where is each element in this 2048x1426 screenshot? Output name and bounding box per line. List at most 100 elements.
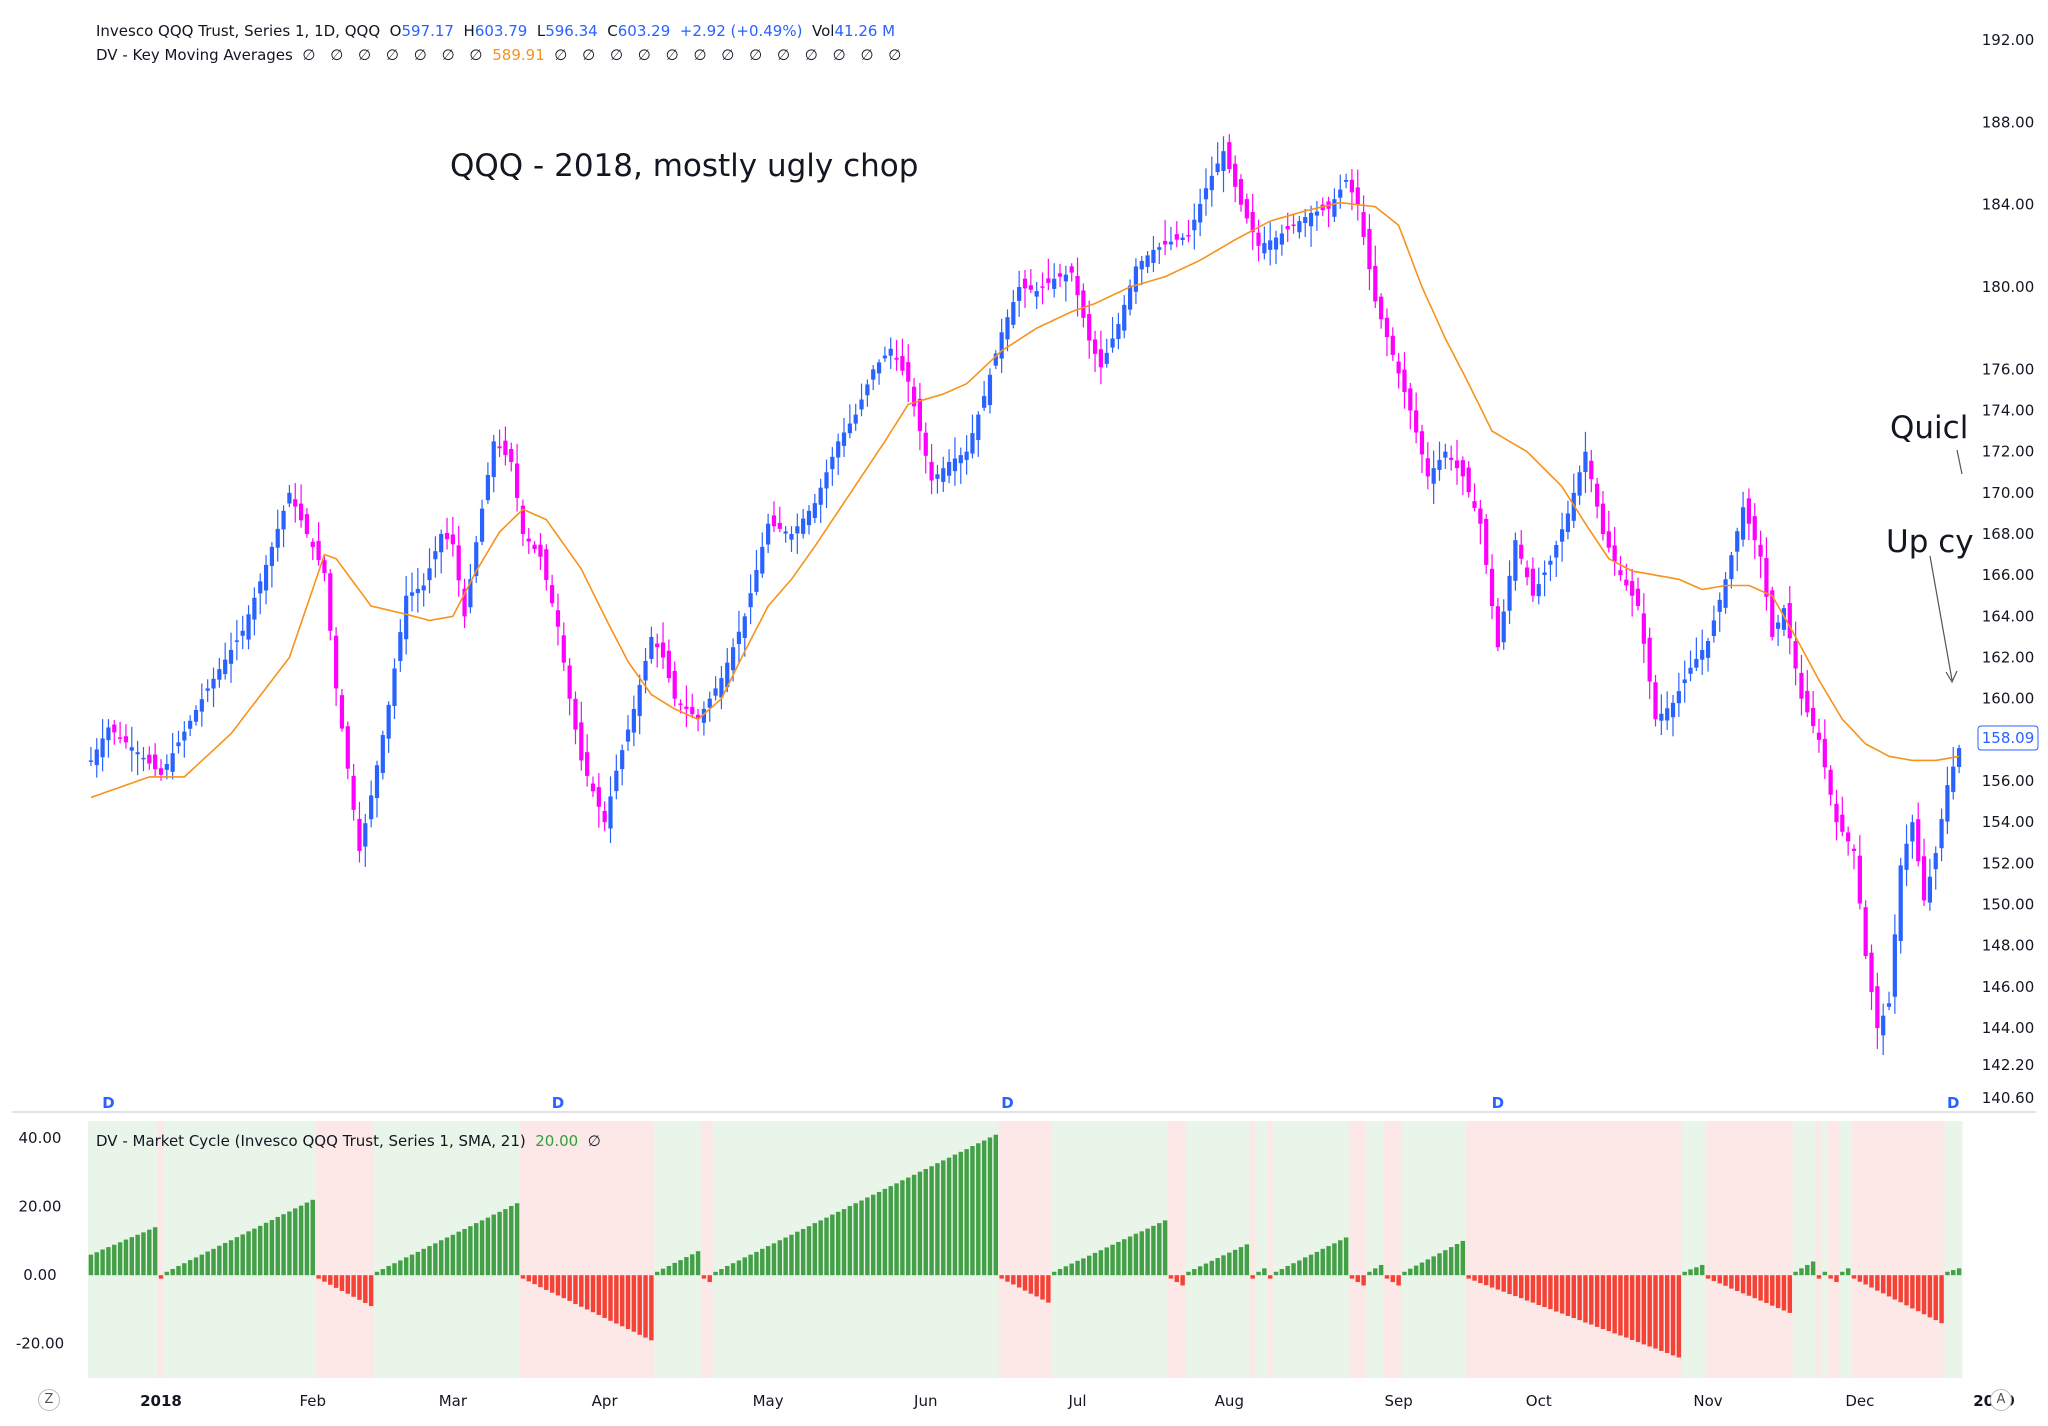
cycle-bar [1472,1275,1477,1281]
candle [1343,179,1349,182]
candle [1507,575,1512,611]
cycle-bar [1880,1275,1886,1294]
cycle-background-band [1407,1121,1414,1378]
cycle-bar [211,1248,216,1276]
cycle-background-band [700,1121,708,1378]
cycle-bar [1133,1233,1139,1276]
candle [1273,237,1279,250]
candle [123,736,129,743]
candle [1005,317,1010,340]
cycle-background-band [601,1121,608,1378]
cycle-background-band [385,1121,392,1378]
candle [188,720,193,729]
auto-scale-button[interactable]: A [1990,1389,2012,1411]
cycle-bar [1682,1271,1687,1276]
candle [730,647,736,671]
cycle-background-band [1489,1121,1496,1378]
cycle-bar [1764,1275,1769,1303]
cycle-background-band [1851,1121,1858,1378]
cycle-background-band [1646,1121,1653,1378]
cycle-bar [1139,1231,1144,1276]
cycle-background-band [712,1121,719,1378]
candle [1460,460,1465,477]
cycle-bar [1589,1275,1594,1325]
candle [579,722,584,761]
cycle-background-band [1903,1121,1910,1378]
cycle-bar [981,1140,987,1276]
cycle-background-band [1658,1121,1665,1378]
candle [170,753,175,772]
cycle-background-band [403,1121,410,1378]
candle [643,660,648,681]
cycle-bar [1519,1275,1524,1299]
candle [339,695,345,729]
candle [544,549,549,580]
cycle-background-band [1891,1121,1899,1378]
candle [1676,691,1681,704]
cycle-background-band [1874,1121,1881,1378]
high-value: 603.79 [474,22,528,40]
cycle-bar [1466,1275,1471,1279]
candle [1630,581,1635,596]
cycle-bar [1092,1252,1098,1276]
candle [1431,468,1436,484]
candle [1478,508,1483,524]
cycle-background-band [1395,1121,1402,1378]
cycle-background-band [1938,1121,1945,1378]
cycle-bar [929,1166,934,1276]
cycle-background-band [344,1121,352,1378]
candle [1548,560,1553,565]
candle [666,650,671,679]
cycle-bar [514,1203,520,1276]
candle [1805,690,1810,713]
cycle-bar [713,1271,718,1276]
cycle-background-band [1173,1121,1181,1378]
moving-average-line [90,201,1960,799]
price-tick-label: 160.00 [1982,690,2035,708]
price-tick-label: 172.00 [1982,443,2035,461]
open-label: O [389,22,402,40]
cycle-background-band [1956,1121,1963,1378]
indicator-name: DV - Key Moving Averages [96,46,293,64]
candle [824,472,829,489]
cycle-background-band [163,1121,171,1378]
cycle-background-band [1401,1121,1408,1378]
volume-label: Vol [812,22,835,40]
candle [1349,179,1355,193]
cycle-background-band [1220,1121,1227,1378]
cycle-bar [789,1234,794,1276]
candle [1764,557,1769,597]
time-tick-label: Aug [1215,1392,1244,1410]
cycle-bar [526,1275,531,1282]
cycle-bar [170,1269,175,1276]
cycle-background-band [1284,1121,1292,1378]
cycle-background-band [671,1121,679,1378]
candle [1554,544,1559,558]
cycle-bar [1168,1275,1174,1279]
cycle-bar [754,1251,759,1276]
cycle-background-band [397,1121,404,1378]
cycle-background-band [169,1121,176,1378]
candle [1746,498,1752,524]
cycle-bar [853,1203,858,1276]
cycle-background-band [1751,1121,1759,1378]
candle [409,592,415,596]
candle [1174,234,1179,240]
cycle-bar [544,1275,549,1290]
cycle-bar [1752,1275,1757,1299]
candle [479,508,485,542]
cycle-bar [725,1265,730,1276]
candle [532,544,537,550]
annotation-quick: Quicl [1890,410,1968,446]
candle [1489,568,1495,607]
candle [1729,555,1734,580]
candle [176,742,181,747]
cycle-bar [1933,1275,1938,1321]
cycle-bar [760,1248,765,1276]
cycle-background-band [1816,1121,1823,1378]
candle [1495,606,1500,648]
cycle-bar [1857,1275,1863,1282]
zoom-button[interactable]: Z [38,1389,60,1411]
